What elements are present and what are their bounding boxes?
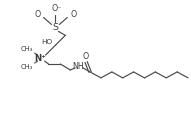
- Text: CH₃: CH₃: [21, 46, 33, 52]
- Text: S: S: [53, 23, 58, 32]
- Text: O: O: [83, 52, 89, 61]
- Text: O⁻: O⁻: [51, 4, 62, 13]
- Text: CH₃: CH₃: [21, 64, 33, 70]
- Text: HO: HO: [41, 39, 52, 45]
- Text: NH: NH: [72, 62, 84, 70]
- Text: O: O: [35, 10, 41, 19]
- Text: N⁺: N⁺: [35, 54, 46, 63]
- Text: O: O: [70, 10, 76, 19]
